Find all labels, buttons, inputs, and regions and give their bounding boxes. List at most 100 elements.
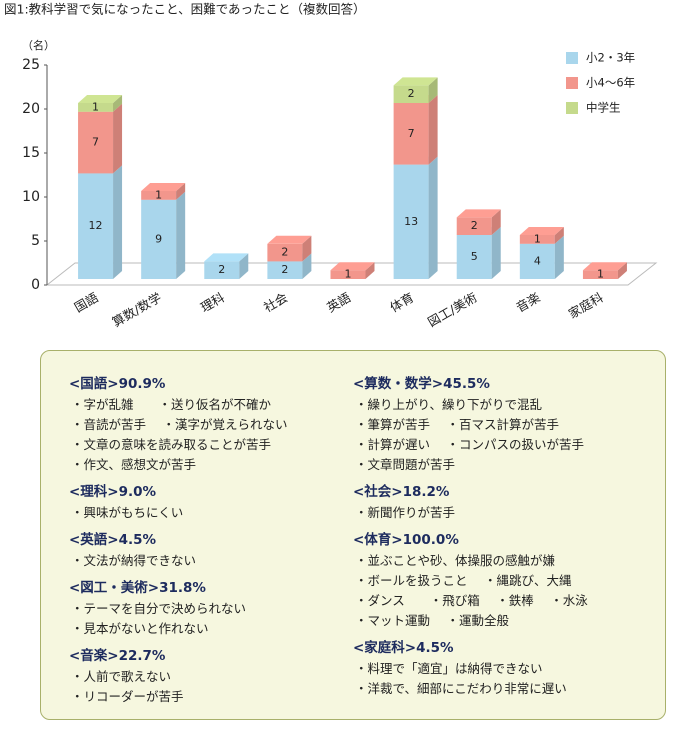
legend-label: 小2・3年 [586,51,635,65]
note-heading: <社会>18.2% [353,484,450,500]
note-item: ・作文、感想文が苦手 [71,457,197,472]
note-section: <理科>9.0% ・興味がもちにくい [69,481,359,523]
data-label: 2 [471,219,478,232]
note-heading: <理科>9.0% [69,484,157,500]
data-label: 12 [89,219,103,232]
bar [141,199,177,279]
y-tick-label: 25 [22,57,40,73]
data-label: 2 [218,263,225,276]
bar-side [302,253,312,279]
bar-top [141,183,186,191]
note-item: ・文章の意味を読み取ることが苦手 [71,437,272,452]
data-label: 2 [281,263,288,276]
bar [519,243,555,279]
note-section: <国語>90.9% ・字が乱雑 ・送り仮名が不確か ・音読が苦手 ・漢字が覚えられな… [69,373,359,475]
bar [330,270,366,279]
bar [393,103,429,165]
data-label: 7 [408,127,415,140]
bar-side [302,235,312,262]
note-item: ・繰り上がり、繰り下がりで混乱 [355,397,543,412]
data-label: 1 [92,100,99,113]
note-heading: <家庭科>4.5% [353,640,454,656]
note-item: ・文法が納得できない [71,553,197,568]
bar-top [519,227,564,235]
bar [78,103,114,112]
note-section: <算数・数学>45.5% ・繰り上がり、繰り下がりで混乱・筆算が苦手 ・百マス計算… [353,373,643,475]
note-item: ・興味がもちにくい [71,505,184,520]
bar-side [491,227,501,279]
note-item: ・筆算が苦手 ・百マス計算が苦手 [355,417,559,432]
note-item: ・マット運動 ・運動全般 [355,613,509,628]
note-section: <社会>18.2% ・新聞作りが苦手 [353,481,643,523]
note-item: ・並ぶことや砂、体操服の感触が嫌 [355,553,556,568]
bar-top [582,262,627,271]
y-tick-label: 20 [22,101,40,117]
bar-top [267,235,312,244]
note-item: ・文章問題が苦手 [355,457,456,472]
bar [393,164,429,279]
data-label: 9 [155,232,162,245]
data-label: 1 [345,268,352,281]
bar [456,235,492,279]
note-heading: <音楽>22.7% [69,648,166,664]
x-tick-label: 算数/数学 [109,290,163,330]
bar [582,270,618,279]
note-section: <体育>100.0% ・並ぶことや砂、体操服の感触が嫌 ・ボールを扱うこと ・縄跳び… [353,529,643,631]
data-label: 2 [281,246,288,259]
x-tick-label: 英語 [324,289,354,315]
bar [456,217,492,235]
data-label: 1 [597,268,604,281]
note-heading: <図工・美術>31.8% [69,580,206,596]
data-label: 7 [92,136,99,149]
note-heading: <英語>4.5% [69,532,157,548]
bar-side [428,77,438,103]
note-item: ・リコーダーが苦手 [71,689,184,704]
x-tick-label: 理科 [198,289,228,315]
x-tick-label: 社会 [261,289,291,315]
legend-swatch [566,52,578,64]
bar-top [393,77,438,86]
note-item: ・新聞作りが苦手 [355,505,456,520]
bar [204,261,240,279]
y-tick-label: 10 [22,189,40,205]
note-item: ・計算が遅い ・コンパスの扱いが苦手 [355,437,584,452]
x-tick-label: 家庭科 [566,289,606,321]
bar-top [330,262,375,271]
bar [78,111,114,174]
bar [393,85,429,103]
note-section: <図工・美術>31.8% ・テーマを自分で決められない ・見本がないと作れない [69,577,359,639]
note-item: ・音読が苦手 ・漢字が覚えられない [71,417,288,432]
bar [519,235,555,244]
bar [78,173,114,279]
notes-box: <国語>90.9% ・字が乱雑 ・送り仮名が不確か ・音読が苦手 ・漢字が覚えられな… [40,350,666,720]
bar-top [204,253,249,262]
x-tick-label: 音楽 [513,289,543,315]
note-section: <英語>4.5% ・文法が納得できない [69,529,359,571]
note-section: <家庭科>4.5% ・料理で「適宜」は納得できない ・洋裁で、細部にこだわり非常に遅… [353,637,643,699]
bar-side [554,235,564,279]
x-tick-label: 体育 [387,290,416,315]
bar-side [491,209,501,235]
bar-side [617,262,627,279]
bar-top [78,95,123,103]
note-item: ・字が乱雑 ・送り仮名が不確か [71,397,272,412]
bar [267,243,303,262]
note-item: ・見本がないと作れない [71,621,209,636]
data-label: 2 [408,87,415,100]
note-item: ・ボールを扱うこと ・縄跳び、大縄 [355,573,572,588]
bar [267,261,303,279]
bar-side [554,227,564,244]
bar-side [428,95,438,165]
data-label: 13 [404,215,418,228]
bar-side [113,165,123,279]
x-tick-label: 図工/美術 [425,290,479,330]
y-unit: （名） [22,38,55,52]
bar-side [113,103,123,174]
y-tick-label: 0 [31,277,40,293]
data-label: 1 [155,188,162,201]
note-section: <音楽>22.7% ・人前で歌えない ・リコーダーが苦手 [69,645,359,707]
bar-side [113,95,123,112]
bar-side [176,183,186,200]
note-heading: <算数・数学>45.5% [353,376,490,392]
legend-label: 中学生 [586,101,621,115]
